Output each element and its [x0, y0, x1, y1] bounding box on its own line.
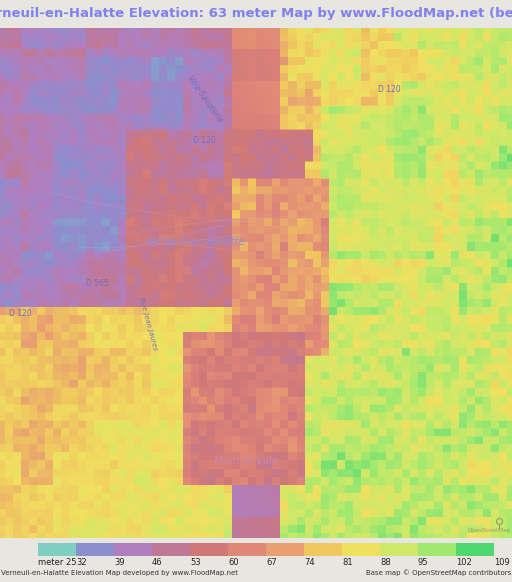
Bar [456, 543, 494, 556]
Bar [76, 543, 114, 556]
Bar [114, 543, 152, 556]
Text: 53: 53 [190, 558, 201, 567]
Text: D 120: D 120 [9, 309, 32, 318]
Text: 60: 60 [228, 558, 239, 567]
Text: Verneuil-en-Halatte: Verneuil-en-Halatte [144, 237, 245, 247]
Text: 109: 109 [494, 558, 510, 567]
Text: 39: 39 [114, 558, 124, 567]
Text: 95: 95 [418, 558, 429, 567]
Text: D 120: D 120 [378, 85, 400, 94]
Text: 46: 46 [152, 558, 163, 567]
Text: Base map © OpenStreetMap contributors: Base map © OpenStreetMap contributors [366, 569, 511, 576]
Bar [380, 543, 418, 556]
Bar [190, 543, 228, 556]
Text: meter 25: meter 25 [38, 558, 76, 567]
Text: 88: 88 [380, 558, 391, 567]
Bar [418, 543, 456, 556]
Text: 81: 81 [342, 558, 353, 567]
Text: D 120: D 120 [194, 136, 216, 145]
Bar [266, 543, 304, 556]
Bar [304, 543, 342, 556]
Bar [38, 543, 76, 556]
Text: ⚲: ⚲ [495, 517, 504, 530]
Bar [228, 543, 266, 556]
Text: 102: 102 [456, 558, 472, 567]
Text: Mont la Ville: Mont la Ville [214, 456, 278, 467]
Text: D 565: D 565 [86, 279, 109, 288]
Text: Voie Savaterie: Voie Savaterie [185, 74, 224, 125]
Text: Rue Jean Jaures: Rue Jean Jaures [138, 296, 159, 351]
Text: Verneuil-en-Halatte Elevation: 63 meter Map by www.FloodMap.net (beta): Verneuil-en-Halatte Elevation: 63 meter … [0, 8, 512, 20]
Bar [342, 543, 380, 556]
Bar [152, 543, 190, 556]
Text: OpenStreetMap: OpenStreetMap [467, 528, 510, 533]
Text: 67: 67 [266, 558, 277, 567]
Text: 74: 74 [304, 558, 315, 567]
Text: 32: 32 [76, 558, 87, 567]
Text: Verneuil-en-Halatte Elevation Map developed by www.FloodMap.net: Verneuil-en-Halatte Elevation Map develo… [1, 570, 238, 576]
